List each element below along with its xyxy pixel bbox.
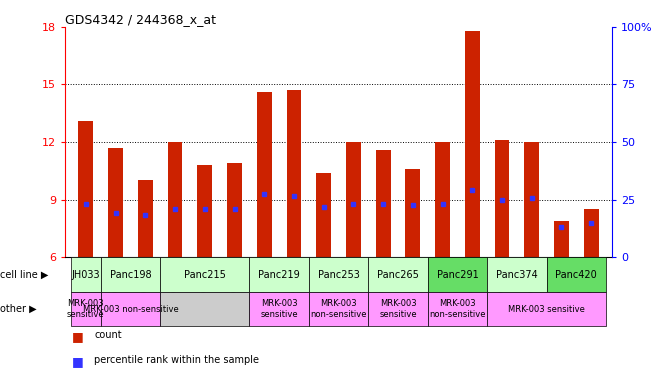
Bar [227, 163, 242, 257]
Bar [101, 257, 160, 292]
Bar [376, 150, 391, 257]
Bar [547, 257, 606, 292]
Text: ■: ■ [72, 355, 83, 368]
Bar [108, 148, 123, 257]
Text: GDS4342 / 244368_x_at: GDS4342 / 244368_x_at [65, 13, 216, 26]
Bar [524, 142, 539, 257]
Bar [584, 209, 598, 257]
Bar [465, 31, 480, 257]
Text: Panc374: Panc374 [496, 270, 538, 280]
Bar [428, 257, 487, 292]
Text: other ▶: other ▶ [0, 304, 36, 314]
Bar [138, 180, 153, 257]
Bar [435, 142, 450, 257]
Bar [71, 292, 101, 326]
Bar [554, 221, 569, 257]
Bar [249, 257, 309, 292]
Bar [168, 142, 182, 257]
Bar [346, 142, 361, 257]
Bar [256, 92, 271, 257]
Text: count: count [94, 330, 122, 340]
Bar [249, 292, 309, 326]
Bar [197, 165, 212, 257]
Bar [286, 90, 301, 257]
Bar [368, 257, 428, 292]
Bar [487, 292, 606, 326]
Text: ■: ■ [72, 330, 83, 343]
Text: Panc215: Panc215 [184, 270, 226, 280]
Bar [406, 169, 421, 257]
Bar [309, 292, 368, 326]
Text: cell line ▶: cell line ▶ [0, 270, 48, 280]
Text: MRK-003 sensitive: MRK-003 sensitive [508, 305, 585, 314]
Bar [160, 257, 249, 292]
Bar [316, 173, 331, 257]
Bar [309, 257, 368, 292]
Text: percentile rank within the sample: percentile rank within the sample [94, 355, 259, 365]
Bar [79, 121, 93, 257]
Text: MRK-003 non-sensitive: MRK-003 non-sensitive [83, 305, 178, 314]
Bar [495, 140, 510, 257]
Text: MRK-003
non-sensitive: MRK-003 non-sensitive [311, 300, 367, 319]
Text: Panc420: Panc420 [555, 270, 597, 280]
Bar [101, 292, 160, 326]
Bar [428, 292, 487, 326]
Text: MRK-003
sensitive: MRK-003 sensitive [67, 300, 105, 319]
Text: Panc219: Panc219 [258, 270, 300, 280]
Text: Panc198: Panc198 [109, 270, 151, 280]
Bar [160, 292, 249, 326]
Text: Panc291: Panc291 [437, 270, 478, 280]
Text: Panc265: Panc265 [377, 270, 419, 280]
Bar [368, 292, 428, 326]
Bar [71, 257, 101, 292]
Bar [487, 257, 547, 292]
Text: MRK-003
non-sensitive: MRK-003 non-sensitive [429, 300, 486, 319]
Text: MRK-003
sensitive: MRK-003 sensitive [260, 300, 298, 319]
Text: JH033: JH033 [72, 270, 100, 280]
Text: Panc253: Panc253 [318, 270, 359, 280]
Text: MRK-003
sensitive: MRK-003 sensitive [379, 300, 417, 319]
